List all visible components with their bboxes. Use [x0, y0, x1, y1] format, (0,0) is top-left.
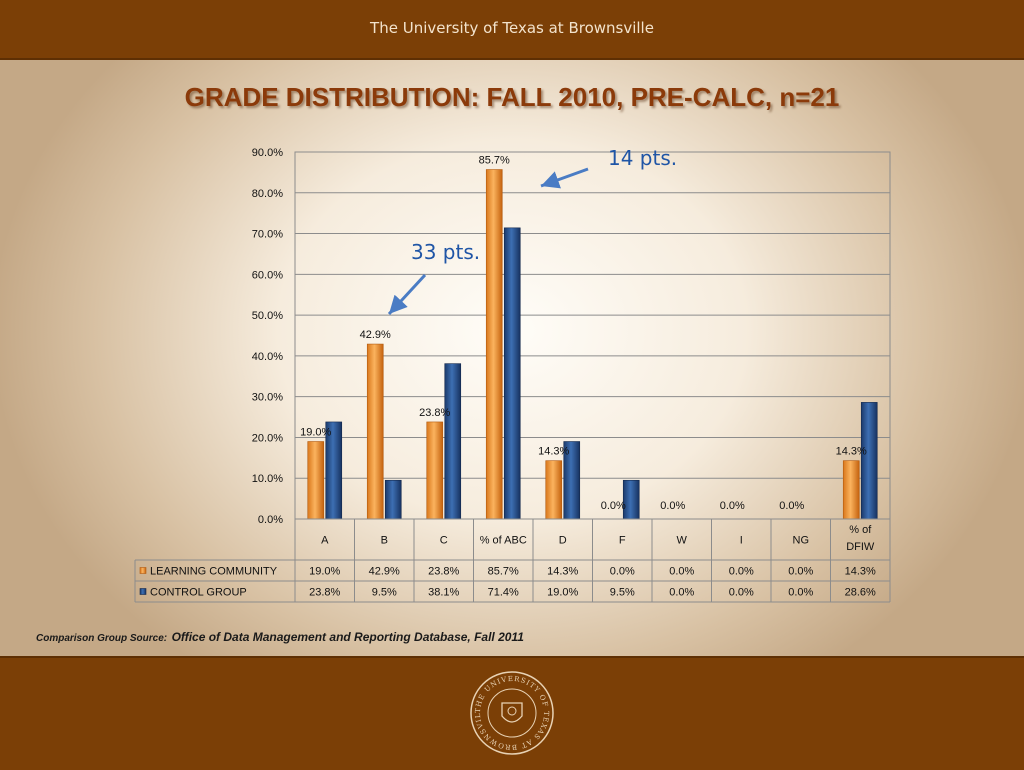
table-cell: 0.0%: [788, 587, 813, 599]
data-label: 0.0%: [779, 500, 804, 512]
source-note: Comparison Group Source: Office of Data …: [36, 628, 524, 646]
bar-control-group: [860, 402, 878, 520]
table-cell: 0.0%: [669, 587, 694, 599]
data-label: 23.8%: [419, 407, 450, 419]
y-tick-label: 30.0%: [252, 392, 283, 404]
y-tick-label: 90.0%: [252, 147, 283, 159]
category-label: I: [740, 535, 743, 547]
data-label: 0.0%: [601, 500, 626, 512]
category-label: W: [677, 535, 688, 547]
header-bar: The University of Texas at Brownsville: [0, 0, 1024, 60]
y-tick-label: 0.0%: [258, 514, 283, 526]
bar-learning-community: [485, 169, 503, 520]
bars: [307, 169, 878, 520]
category-label: % of ABC: [480, 535, 527, 547]
table-cell: 14.3%: [845, 566, 876, 578]
table-cell: 0.0%: [610, 566, 635, 578]
legend-swatch: [139, 567, 147, 574]
table-cell: 14.3%: [547, 566, 578, 578]
table-cell: 0.0%: [729, 587, 754, 599]
category-label: C: [440, 535, 448, 547]
bar-learning-community: [366, 343, 384, 520]
legend-label: CONTROL GROUP: [150, 587, 247, 599]
table-cell: 28.6%: [845, 587, 876, 599]
data-table: A B C % of ABC D F W I NG % of DFIW LEARNING COMMUN…: [134, 518, 891, 603]
data-label: 0.0%: [660, 500, 685, 512]
data-label: 0.0%: [720, 500, 745, 512]
data-label: 19.0%: [300, 427, 331, 439]
arrow-14-pts: [540, 167, 589, 189]
table-cell: 23.8%: [309, 587, 340, 599]
table-cell: 9.5%: [372, 587, 397, 599]
category-label: % of: [849, 524, 872, 536]
table-cell: 23.8%: [428, 566, 459, 578]
arrow-33-pts: [387, 273, 427, 316]
footer-bar: [0, 656, 1024, 770]
bar-control-group: [503, 227, 521, 520]
university-seal-icon: THE UNIVERSITY OF TEXAS AT BROWNSVILLE: [469, 670, 554, 755]
annotation-33-pts: 33 pts.: [411, 240, 481, 264]
table-cell: 19.0%: [309, 566, 340, 578]
category-label: B: [381, 535, 388, 547]
y-tick-label: 50.0%: [252, 310, 283, 322]
page-title: GRADE DISTRIBUTION: FALL 2010, PRE-CALC,…: [184, 82, 840, 112]
y-tick-label: 40.0%: [252, 351, 283, 363]
y-tick-label: 80.0%: [252, 188, 283, 200]
category-label: D: [559, 535, 567, 547]
table-cell: 19.0%: [547, 587, 578, 599]
annotation-arrows: [387, 167, 589, 316]
table-cell: 71.4%: [488, 587, 519, 599]
bar-learning-community: [545, 460, 563, 520]
data-label: 14.3%: [538, 446, 569, 458]
table-cell: 0.0%: [788, 566, 813, 578]
category-label: DFIW: [846, 541, 875, 553]
table-cell: 0.0%: [669, 566, 694, 578]
institution-name: The University of Texas at Brownsville: [370, 19, 654, 37]
source-value: Office of Data Management and Reporting …: [171, 630, 524, 644]
data-label: 14.3%: [836, 446, 867, 458]
annotation-14-pts: 14 pts.: [608, 146, 678, 170]
data-label: 42.9%: [360, 329, 391, 341]
table-cell: 85.7%: [488, 566, 519, 578]
bar-control-group: [444, 363, 462, 520]
table-cell: 0.0%: [729, 566, 754, 578]
category-label: A: [321, 535, 329, 547]
legend-label: LEARNING COMMUNITY: [150, 566, 278, 578]
bar-learning-community: [307, 441, 325, 520]
y-tick-label: 10.0%: [252, 473, 283, 485]
data-labels: 19.0% 42.9% 23.8% 85.7% 14.3% 0.0% 0.0% 0.0% 0.0…: [300, 155, 867, 512]
table-cell: 42.9%: [369, 566, 400, 578]
data-label: 85.7%: [479, 155, 510, 167]
y-axis-ticks: 0.0% 10.0% 20.0% 30.0% 40.0% 50.0% 60.0% 70.0% 8…: [252, 147, 283, 526]
y-tick-label: 60.0%: [252, 269, 283, 281]
category-label: NG: [793, 535, 810, 547]
category-label: F: [619, 535, 626, 547]
legend-swatch: [139, 588, 147, 595]
bar-learning-community: [426, 421, 444, 520]
grade-chart: 0.0% 10.0% 20.0% 30.0% 40.0% 50.0% 60.0% 70.0% 8…: [134, 147, 891, 603]
y-tick-label: 20.0%: [252, 432, 283, 444]
table-cell: 9.5%: [610, 587, 635, 599]
bar-control-group: [384, 479, 402, 520]
table-cell: 38.1%: [428, 587, 459, 599]
bar-learning-community: [842, 460, 860, 520]
source-label: Comparison Group Source:: [36, 633, 168, 644]
y-tick-label: 70.0%: [252, 229, 283, 241]
